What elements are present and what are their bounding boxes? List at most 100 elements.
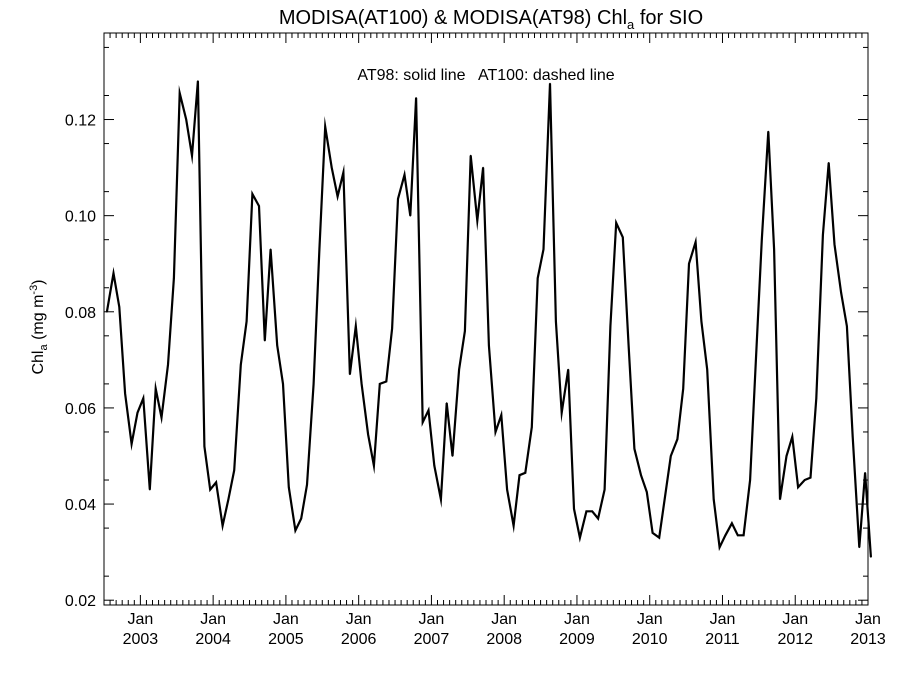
x-tick-year-label: 2012 — [777, 631, 813, 648]
data-point — [269, 248, 272, 251]
data-point — [773, 248, 775, 251]
data-point — [651, 532, 654, 534]
y-tick-label: 0.10 — [65, 209, 96, 226]
data-point — [761, 238, 763, 241]
data-point — [367, 433, 369, 436]
data-point — [124, 392, 126, 395]
data-point — [379, 383, 381, 385]
data-point — [840, 291, 842, 294]
x-tick-year-label: 2003 — [123, 631, 159, 648]
y-tick-label: 0.04 — [65, 497, 96, 514]
data-point — [494, 431, 497, 433]
data-point — [482, 166, 484, 169]
data-point — [185, 118, 187, 121]
x-tick-year-label: 2009 — [559, 631, 595, 648]
data-point — [555, 320, 557, 323]
data-point — [846, 325, 848, 328]
data-point — [440, 498, 442, 501]
data-point — [833, 243, 836, 246]
x-tick-month-label: Jan — [127, 611, 153, 628]
data-point — [646, 491, 648, 493]
data-point — [700, 320, 703, 323]
data-point — [149, 488, 151, 491]
data-point — [524, 472, 527, 474]
data-point — [737, 534, 739, 537]
data-point — [573, 508, 575, 510]
data-point — [288, 486, 290, 489]
data-point — [451, 455, 454, 457]
data-point — [106, 311, 108, 313]
data-point — [633, 448, 636, 450]
chart-annotation: AT98: solid line AT100: dashed line — [357, 67, 614, 84]
data-point — [349, 373, 351, 376]
data-point — [718, 546, 721, 549]
data-point — [258, 205, 260, 207]
y-tick-label: 0.08 — [65, 305, 96, 322]
x-tick-month-label: Jan — [346, 611, 372, 628]
data-point — [500, 414, 503, 416]
data-point — [227, 498, 230, 501]
x-tick-year-label: 2007 — [414, 631, 450, 648]
y-axis-label: Chla (mg m-3) — [28, 279, 50, 374]
data-point — [178, 92, 181, 94]
data-point — [749, 479, 751, 481]
data-point — [409, 214, 412, 217]
data-point — [724, 534, 727, 537]
data-point — [688, 262, 690, 265]
x-tick-year-label: 2008 — [486, 631, 522, 648]
data-point — [640, 474, 642, 477]
chart-title: MODISA(AT100) & MODISA(AT98) Chla for SI… — [279, 7, 703, 32]
data-point — [445, 402, 448, 404]
data-point — [549, 82, 551, 85]
data-point — [191, 154, 193, 157]
x-tick-month-label: Jan — [855, 611, 881, 628]
x-tick-year-label: 2010 — [632, 631, 668, 648]
data-point — [276, 344, 279, 347]
data-point — [433, 464, 436, 467]
data-point — [142, 397, 145, 400]
x-tick-month-label: Jan — [710, 611, 736, 628]
data-point — [597, 517, 599, 520]
y-tick-label: 0.12 — [65, 113, 96, 130]
data-point — [755, 359, 757, 361]
data-point — [397, 198, 399, 200]
data-point — [591, 510, 593, 513]
data-point — [464, 330, 466, 332]
data-point — [294, 529, 297, 532]
y-axis-ticks: 0.02 0.04 0.06 0.08 0.10 0.12 — [65, 46, 868, 610]
x-tick-month-label: Jan — [419, 611, 445, 628]
x-tick-month-label: Jan — [782, 611, 808, 628]
data-point — [694, 241, 697, 243]
data-point — [512, 524, 515, 527]
plot-frame — [103, 32, 869, 606]
data-point — [531, 426, 533, 429]
data-point — [518, 474, 521, 477]
data-point — [767, 130, 770, 133]
data-point — [542, 248, 545, 251]
data-point — [791, 436, 794, 438]
data-point — [245, 320, 248, 323]
series-line-0 — [105, 81, 872, 557]
data-point — [306, 484, 308, 486]
data-point — [173, 277, 175, 279]
data-point — [251, 193, 254, 195]
data-point — [342, 171, 345, 174]
data-point — [154, 387, 157, 390]
data-point — [130, 443, 133, 445]
x-tick-year-label: 2006 — [341, 631, 377, 648]
x-tick-year-label: 2013 — [850, 631, 886, 648]
data-point — [864, 472, 866, 474]
data-point — [458, 368, 460, 371]
data-point — [197, 80, 199, 82]
data-point — [118, 306, 121, 308]
data-point — [136, 411, 139, 414]
data-point — [742, 534, 745, 537]
data-point — [785, 455, 788, 457]
data-point — [324, 125, 327, 128]
data-point — [403, 174, 406, 176]
data-point — [803, 479, 806, 481]
data-point — [870, 556, 872, 558]
data-point — [215, 481, 217, 484]
data-point — [240, 363, 242, 366]
data-point — [712, 498, 715, 501]
